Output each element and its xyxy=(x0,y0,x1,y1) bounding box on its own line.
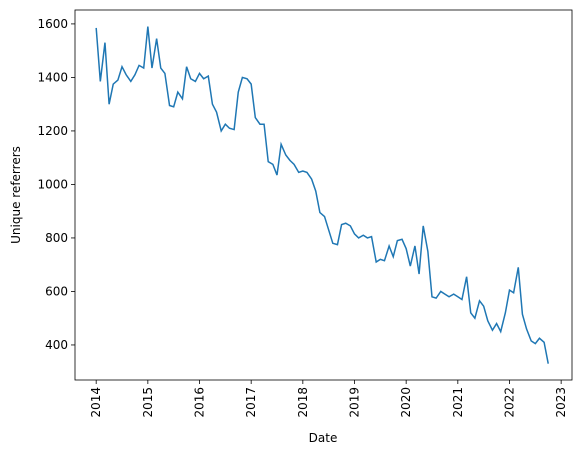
line xyxy=(95,26,549,364)
x-tick-label: 2020 xyxy=(399,387,413,418)
y-tick-label: 600 xyxy=(45,284,68,298)
y-axis-label: Unique referrers xyxy=(9,146,23,244)
x-tick-label: 2022 xyxy=(502,387,516,418)
y-tick-label: 1000 xyxy=(37,177,68,191)
x-tick-label: 2014 xyxy=(89,387,103,418)
x-tick-label: 2019 xyxy=(347,387,361,418)
x-tick-label: 2021 xyxy=(451,387,465,418)
x-tick-label: 2016 xyxy=(193,387,207,418)
x-axis-label: Date xyxy=(309,431,338,445)
y-tick-label: 1400 xyxy=(37,70,68,84)
x-tick-label: 2015 xyxy=(141,387,155,418)
y-tick-label: 1600 xyxy=(37,17,68,31)
plot-frame xyxy=(74,9,573,381)
y-tick-label: 1200 xyxy=(37,124,68,138)
y-tick-label: 800 xyxy=(45,231,68,245)
y-tick-label: 400 xyxy=(45,338,68,352)
x-tick-label: 2023 xyxy=(554,387,568,418)
x-tick-label: 2017 xyxy=(244,387,258,418)
x-tick-label: 2018 xyxy=(296,387,310,418)
